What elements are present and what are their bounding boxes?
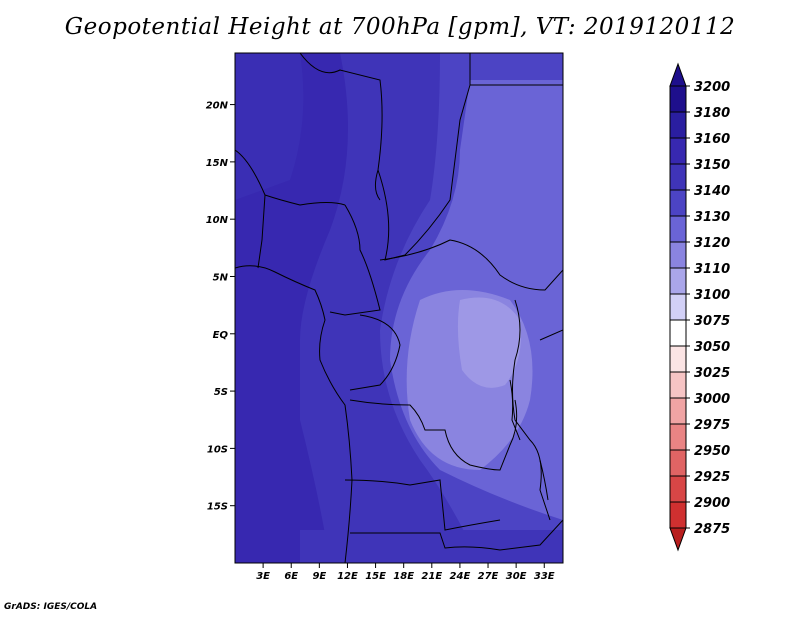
border-south (350, 519, 563, 551)
lat-tick-label: 15S (207, 502, 228, 513)
colorbar-label: 3130 (694, 210, 730, 225)
colorbar-swatch (669, 189, 687, 217)
colorbar-swatch (669, 267, 687, 295)
country-borders (235, 53, 563, 563)
colorbar-label: 3075 (694, 314, 730, 329)
colorbar-label: 3100 (694, 288, 730, 303)
colorbar-top-arrow (669, 62, 687, 87)
field-band-highland (457, 297, 521, 388)
lon-tick-label: 30E (506, 571, 527, 582)
colorbar-swatch (669, 423, 687, 451)
colorbar-label: 2900 (694, 496, 730, 511)
lon-tick-label: 12E (337, 571, 358, 582)
colorbar-swatch (669, 371, 687, 399)
border-drc-south (349, 399, 518, 471)
colorbar-label: 3140 (694, 184, 730, 199)
border-nigeria (264, 194, 346, 206)
border-chad (377, 84, 563, 261)
border-angola (344, 479, 501, 531)
colorbar-bottom-arrow (669, 527, 687, 552)
lat-tick-label: 5N (213, 272, 229, 283)
lake-tanganyika (509, 379, 521, 441)
colorbar-label: 3200 (694, 80, 730, 95)
lat-tick-label: 5S (214, 387, 228, 398)
lon-tick-label: 18E (393, 571, 414, 582)
lat-tick-label: 15N (206, 158, 229, 169)
colorbar-swatch (669, 475, 687, 503)
colorbar-label: 3050 (694, 340, 730, 355)
colorbar-swatch (669, 215, 687, 243)
colorbar-label: 3150 (694, 158, 730, 173)
colorbar-swatch (669, 137, 687, 165)
colorbar-swatch (669, 319, 687, 347)
colorbar-label: 2950 (694, 444, 730, 459)
height-field (235, 53, 563, 563)
colorbar-label: 2975 (694, 418, 730, 433)
lat-tick-label: EQ (213, 330, 229, 341)
colorbar-label: 2875 (694, 522, 730, 537)
colorbar-swatch (669, 293, 687, 321)
colorbar-label: 3025 (694, 366, 730, 381)
colorbar: 3200 3180 3160 3150 3140 3130 3120 3110 3100 3075… (669, 62, 730, 552)
colorbar-swatch (669, 241, 687, 269)
colorbar-swatch (669, 345, 687, 373)
lon-tick-label: 6E (284, 571, 298, 582)
colorbar-swatch (669, 501, 687, 529)
lat-tick-label: 20N (206, 101, 229, 112)
lon-tick-label: 24E (450, 571, 471, 582)
colorbar-swatch (669, 85, 687, 113)
border-congo (349, 314, 401, 391)
colorbar-swatch (669, 449, 687, 477)
lon-tick-label: 15E (365, 571, 386, 582)
colorbar-swatch (669, 397, 687, 425)
lat-tick-label: 10S (207, 444, 228, 455)
colorbar-label: 3120 (694, 236, 730, 251)
border-cameroon (329, 204, 381, 316)
border-car (379, 239, 563, 291)
longitude-axis: 3E 6E 9E 12E 15E 18E 21E 24E 27E 30E 33E (256, 563, 555, 582)
plot-title: Geopotential Height at 700hPa [gpm], VT:… (64, 14, 736, 40)
map-frame (234, 52, 564, 564)
lat-tick-label: 10N (206, 215, 229, 226)
colorbar-label: 3110 (694, 262, 730, 277)
lon-tick-label: 9E (312, 571, 326, 582)
field-band-south (300, 530, 563, 563)
latitude-axis: 20N 15N 10N 5N EQ 5S 10S 15S (206, 101, 235, 513)
lon-tick-label: 33E (534, 571, 555, 582)
colorbar-label: 3180 (694, 106, 730, 121)
grads-credit: GrADS: IGES/COLA (4, 602, 98, 612)
colorbar-label: 2925 (694, 470, 730, 485)
lon-tick-label: 27E (478, 571, 499, 582)
colorbar-swatch (669, 111, 687, 139)
lon-tick-label: 21E (421, 571, 442, 582)
border-east-africa (539, 329, 563, 341)
border-north (299, 53, 383, 201)
border-west-inland (235, 149, 266, 196)
field-band-northwest (235, 53, 304, 200)
colorbar-label: 3160 (694, 132, 730, 147)
lake-malawi (539, 459, 549, 501)
border-benin (257, 194, 266, 269)
colorbar-swatch (669, 163, 687, 191)
lon-tick-label: 3E (256, 571, 270, 582)
colorbar-label: 3000 (694, 392, 730, 407)
